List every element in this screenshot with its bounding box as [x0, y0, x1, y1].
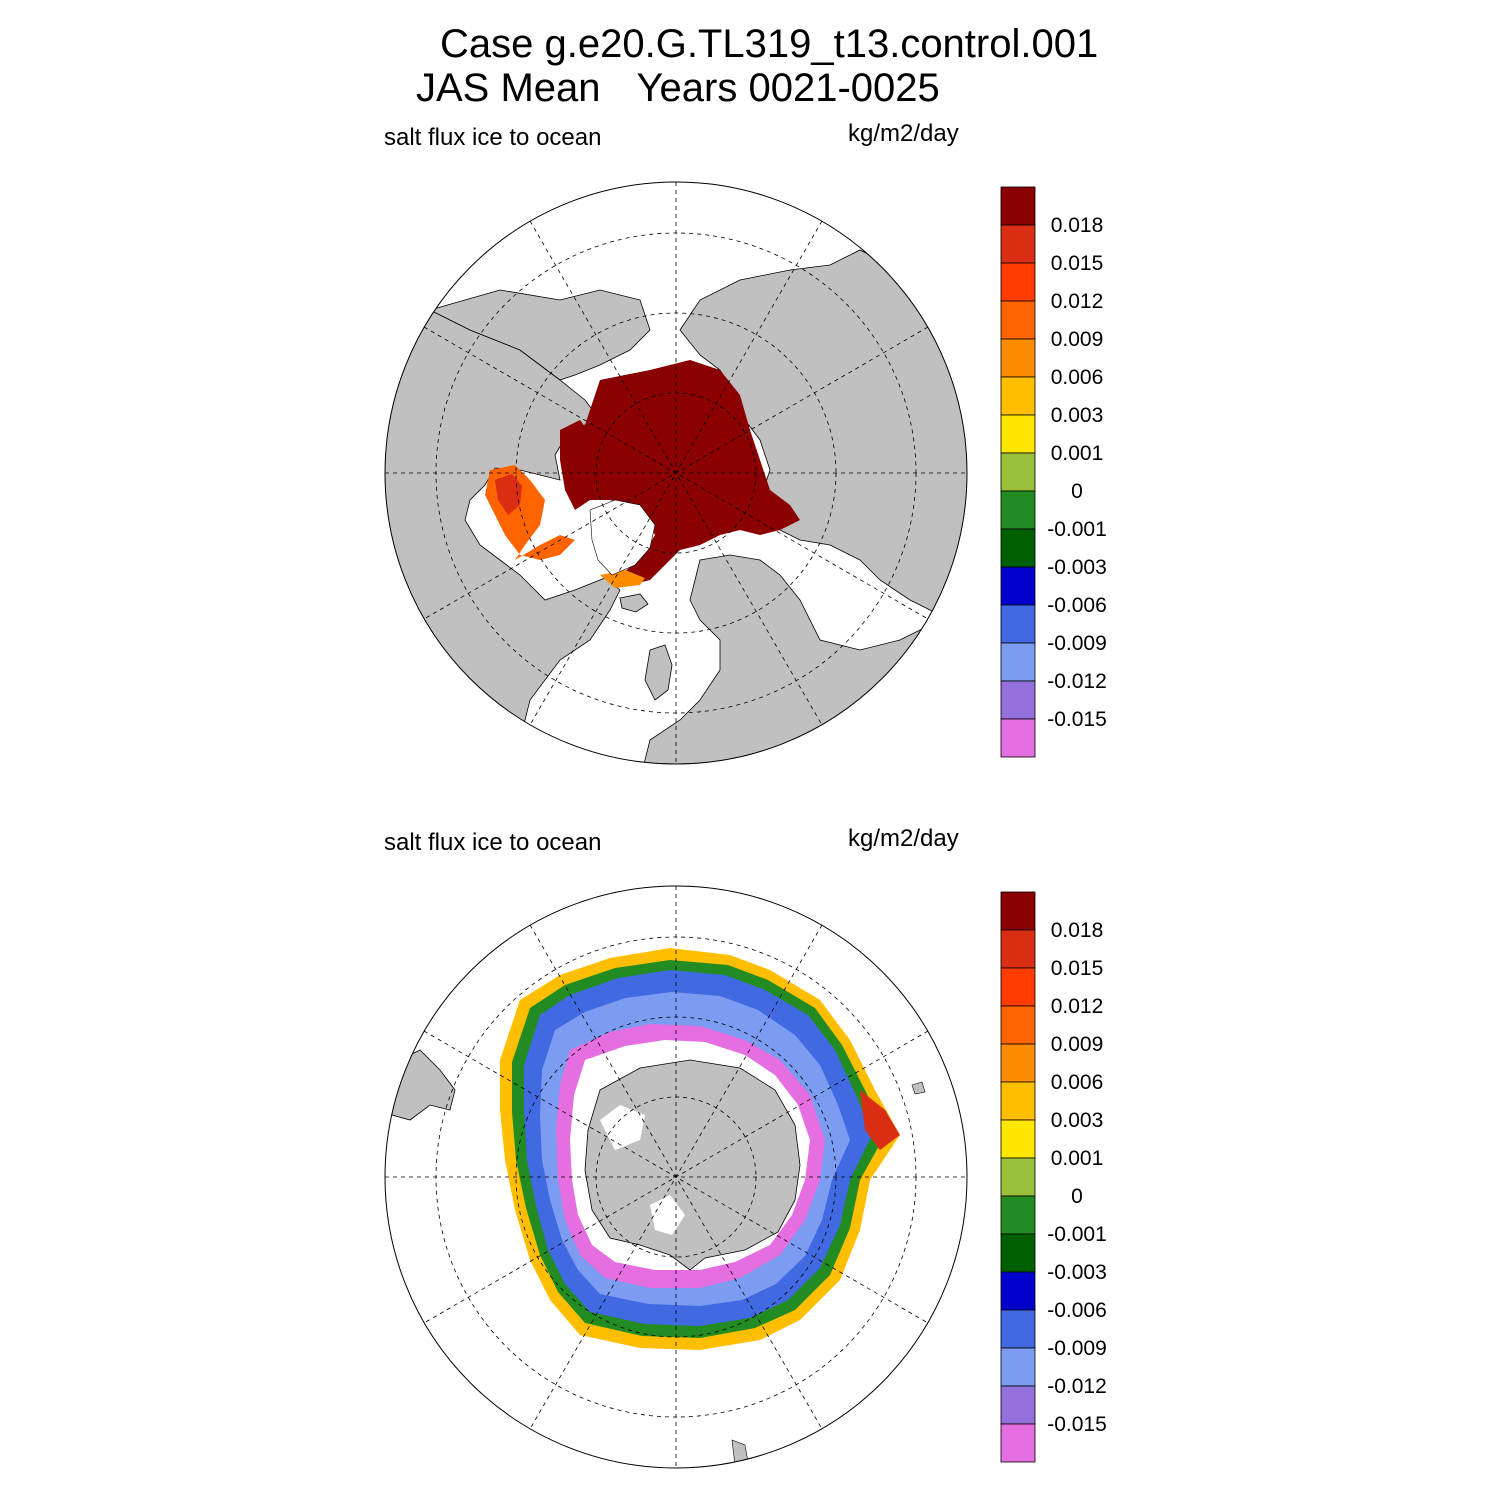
- colorbar-tick-label: 0.018: [1051, 919, 1104, 942]
- colorbar-tick-label: -0.012: [1047, 1375, 1107, 1398]
- colorbar-tick-label: -0.001: [1047, 518, 1107, 541]
- baffin-bay-ice: [560, 420, 600, 510]
- colorbar-swatch: [1000, 718, 1036, 758]
- colorbar-tick-label: -0.009: [1047, 1337, 1107, 1360]
- north-units-label: kg/m2/day: [848, 120, 959, 147]
- colorbar-tick-label: 0.015: [1051, 252, 1104, 275]
- colorbar-tick-label: -0.012: [1047, 670, 1107, 693]
- hudson-bay-ice: [495, 474, 522, 515]
- colorbar-swatch: [1000, 528, 1036, 568]
- colorbar-tick-label: -0.015: [1047, 1413, 1107, 1436]
- colorbar-tick-label: -0.009: [1047, 632, 1107, 655]
- colorbar-swatch: [1000, 680, 1036, 720]
- colorbar-tick-label: 0: [1071, 480, 1083, 503]
- colorbar-swatch: [1000, 891, 1036, 931]
- colorbar-tick-label: 0.006: [1051, 366, 1104, 389]
- colorbar-tick-label: 0.001: [1051, 1147, 1104, 1170]
- south-polar-map: [384, 885, 968, 1469]
- colorbar-tick-label: -0.001: [1047, 1223, 1107, 1246]
- colorbar-tick-label: 0.009: [1051, 1033, 1104, 1056]
- colorbar-tick-label: 0.012: [1051, 290, 1104, 313]
- colorbar-swatch: [1000, 300, 1036, 340]
- weddell-shelf: [600, 1105, 645, 1150]
- colorbar-tick-label: -0.006: [1047, 1299, 1107, 1322]
- colorbar-swatch: [1000, 642, 1036, 682]
- colorbar-tick-label: 0.003: [1051, 1109, 1104, 1132]
- colorbar-tick-label: 0.018: [1051, 214, 1104, 237]
- colorbar-tick-label: -0.015: [1047, 708, 1107, 731]
- colorbar-swatch: [1000, 1233, 1036, 1273]
- colorbar-tick-label: -0.003: [1047, 556, 1107, 579]
- colorbar-swatch: [1000, 414, 1036, 454]
- south-graticule: [385, 886, 967, 1468]
- figure-title-period: JAS Mean Years 0021-0025: [416, 66, 940, 110]
- colorbar-swatch: [1000, 224, 1036, 264]
- colorbar-swatch: [1000, 452, 1036, 492]
- colorbar-swatch: [1000, 604, 1036, 644]
- colorbar-swatch: [1000, 376, 1036, 416]
- north-polar-map: [384, 181, 968, 765]
- colorbar-tick-label: 0.003: [1051, 404, 1104, 427]
- colorbar-tick-label: 0.001: [1051, 442, 1104, 465]
- colorbar-swatch: [1000, 1309, 1036, 1349]
- south-units-label: kg/m2/day: [848, 825, 959, 852]
- alaska-land: [428, 289, 651, 381]
- kerguelen-island: [911, 1081, 926, 1095]
- colorbar-tick-label: 0.015: [1051, 957, 1104, 980]
- south-variable-label: salt flux ice to ocean: [384, 829, 602, 856]
- years-label: Years 0021-0025: [636, 66, 940, 110]
- north-colorbar: 0.018 0.015 0.012 0.009 0.006 0.003 0.001 0 -0.0…: [1000, 186, 1107, 758]
- arctic-ice-salt-flux: [575, 360, 800, 585]
- southern-edge-positive-flux: [860, 1090, 900, 1150]
- colorbar-swatch: [1000, 1385, 1036, 1425]
- colorbar-swatch: [1000, 1271, 1036, 1311]
- figure-title-case: Case g.e20.G.TL319_t13.control.001: [440, 22, 1099, 66]
- greenland-land: [589, 499, 656, 576]
- colorbar-swatch: [1000, 967, 1036, 1007]
- colorbar-swatch: [1000, 338, 1036, 378]
- colorbar-tick-label: 0: [1071, 1185, 1083, 1208]
- south-colorbar: 0.018 0.015 0.012 0.009 0.006 0.003 0.001 0 -0.0…: [1000, 891, 1107, 1463]
- colorbar-swatch: [1000, 1423, 1036, 1463]
- colorbar-swatch: [1000, 1195, 1036, 1235]
- colorbar-tick-label: 0.012: [1051, 995, 1104, 1018]
- colorbar-tick-label: -0.006: [1047, 594, 1107, 617]
- colorbar-swatch: [1000, 1119, 1036, 1159]
- colorbar-swatch: [1000, 1081, 1036, 1121]
- colorbar-swatch: [1000, 490, 1036, 530]
- north-graticule: [385, 182, 967, 764]
- period-label: JAS Mean: [416, 66, 601, 110]
- colorbar-swatch: [1000, 929, 1036, 969]
- colorbar-tick-label: 0.009: [1051, 328, 1104, 351]
- north-variable-label: salt flux ice to ocean: [384, 124, 602, 151]
- britain-land: [644, 644, 673, 701]
- colorbar-swatch: [1000, 1157, 1036, 1197]
- colorbar-swatch: [1000, 1347, 1036, 1387]
- iceland-land: [619, 593, 649, 613]
- colorbar-tick-label: 0.006: [1051, 1071, 1104, 1094]
- colorbar-swatch: [1000, 566, 1036, 606]
- colorbar-swatch: [1000, 262, 1036, 302]
- colorbar-tick-label: -0.003: [1047, 1261, 1107, 1284]
- colorbar-swatch: [1000, 1043, 1036, 1083]
- colorbar-swatch: [1000, 1005, 1036, 1045]
- colorbar-swatch: [1000, 186, 1036, 226]
